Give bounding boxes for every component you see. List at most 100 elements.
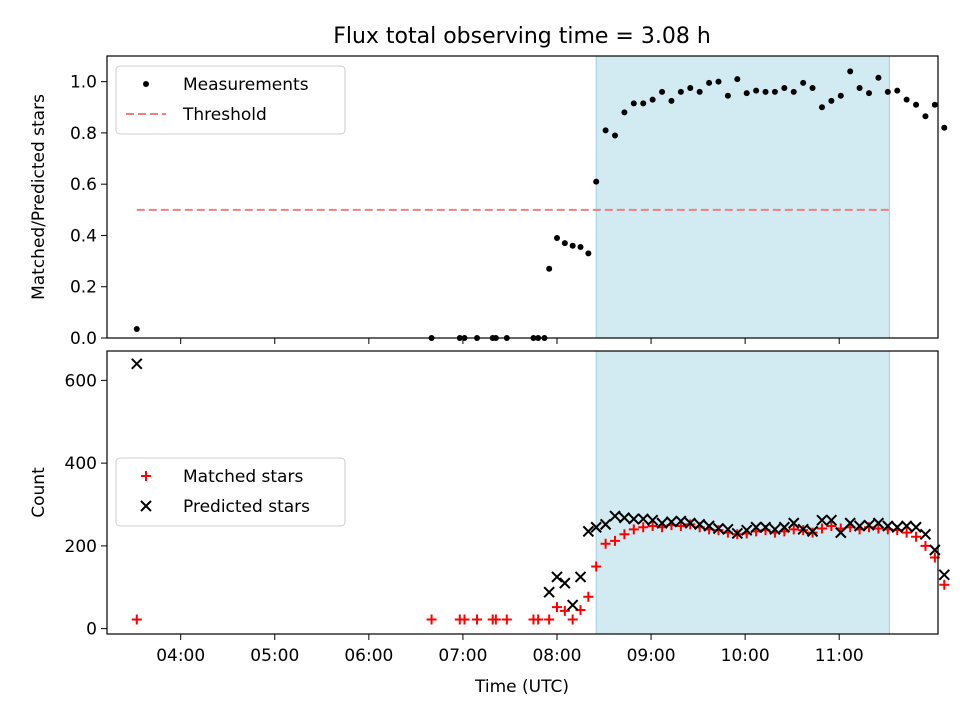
data-point (585, 250, 592, 257)
data-point (559, 605, 570, 616)
data-point (938, 569, 950, 581)
data-point (781, 85, 788, 92)
data-point (703, 520, 715, 532)
data-point (856, 85, 863, 92)
data-point (621, 109, 628, 116)
data-point (630, 100, 637, 107)
data-point (628, 513, 640, 525)
data-point (910, 521, 922, 533)
legend-box (115, 65, 346, 135)
data-point (818, 104, 825, 111)
y-tick-label: 0.6 (70, 175, 97, 195)
data-point (903, 96, 910, 103)
data-point (612, 132, 619, 139)
data-point (919, 528, 932, 540)
data-point (712, 522, 725, 535)
x-tick-label: 04:00 (156, 646, 205, 666)
data-point (609, 510, 621, 522)
y-axis-label: Matched/Predicted stars (29, 94, 49, 300)
data-point (553, 235, 560, 242)
data-point (800, 79, 807, 86)
data-point (543, 586, 555, 598)
y-axis-label: Count (29, 467, 49, 518)
legend-marker (141, 471, 151, 481)
data-point (533, 614, 544, 625)
data-point (853, 520, 866, 532)
data-point (825, 514, 838, 526)
data-point (911, 531, 922, 542)
data-point (472, 614, 483, 625)
data-point (920, 540, 931, 551)
x-tick-label: 05:00 (250, 646, 299, 666)
data-point (561, 240, 568, 247)
data-point (931, 101, 938, 108)
data-point (816, 514, 828, 526)
data-point (826, 521, 837, 532)
data-point (659, 88, 666, 95)
legend-marker (143, 81, 149, 87)
data-point (649, 96, 656, 103)
data-point (599, 518, 612, 531)
data-point (566, 599, 579, 611)
legend-label: Threshold (182, 105, 267, 125)
data-point (731, 527, 744, 540)
data-point (546, 265, 553, 272)
data-point (131, 358, 143, 370)
data-point (771, 88, 778, 95)
data-point (882, 520, 894, 532)
x-tick-label: 11:00 (815, 646, 864, 666)
y-tick-label: 0.4 (70, 226, 97, 246)
data-point (567, 614, 578, 625)
data-point (762, 88, 769, 95)
data-point (637, 513, 649, 525)
data-point (490, 614, 501, 625)
data-point (873, 523, 884, 534)
y-tick-label: 0.8 (70, 124, 97, 144)
data-point (551, 602, 562, 613)
y-tick-label: 400 (65, 454, 97, 474)
legend-label: Matched stars (183, 467, 303, 487)
plot-frame (106, 350, 939, 635)
y-tick-label: 1.0 (70, 73, 97, 93)
data-point (713, 525, 724, 536)
data-point (501, 614, 512, 625)
data-point (788, 517, 800, 529)
data-point (722, 523, 734, 536)
data-point (790, 88, 797, 95)
observing-span (595, 350, 890, 635)
data-point (610, 535, 621, 546)
data-point (618, 512, 631, 524)
data-point (591, 561, 602, 572)
data-point (656, 517, 668, 529)
legend-marker (140, 500, 152, 512)
x-tick-label: 10:00 (721, 646, 770, 666)
y-tick-label: 0.2 (70, 278, 97, 298)
data-point (837, 92, 844, 99)
data-point (544, 614, 555, 625)
data-point (590, 521, 602, 533)
data-point (753, 87, 760, 94)
data-point (901, 527, 912, 538)
data-point (828, 97, 835, 104)
data-point (628, 524, 639, 535)
legend-box (115, 457, 346, 527)
data-point (675, 515, 687, 527)
data-point (684, 517, 696, 529)
data-point (741, 524, 753, 536)
data-point (574, 571, 587, 583)
data-point (835, 526, 847, 539)
data-point (788, 524, 799, 535)
legend-label: Measurements (183, 75, 309, 95)
data-point (797, 523, 809, 536)
plot-frame (106, 55, 939, 339)
data-point (939, 579, 950, 590)
data-point (891, 521, 903, 533)
data-point (941, 124, 948, 131)
data-point (131, 614, 142, 625)
data-point (866, 90, 873, 97)
panel-ratio: 0.0 0.2 0.4 0.6 0.8 1.0 Matched/Predicted star… (29, 55, 948, 349)
data-point (894, 87, 901, 94)
data-point (724, 92, 731, 99)
data-point (847, 68, 854, 75)
